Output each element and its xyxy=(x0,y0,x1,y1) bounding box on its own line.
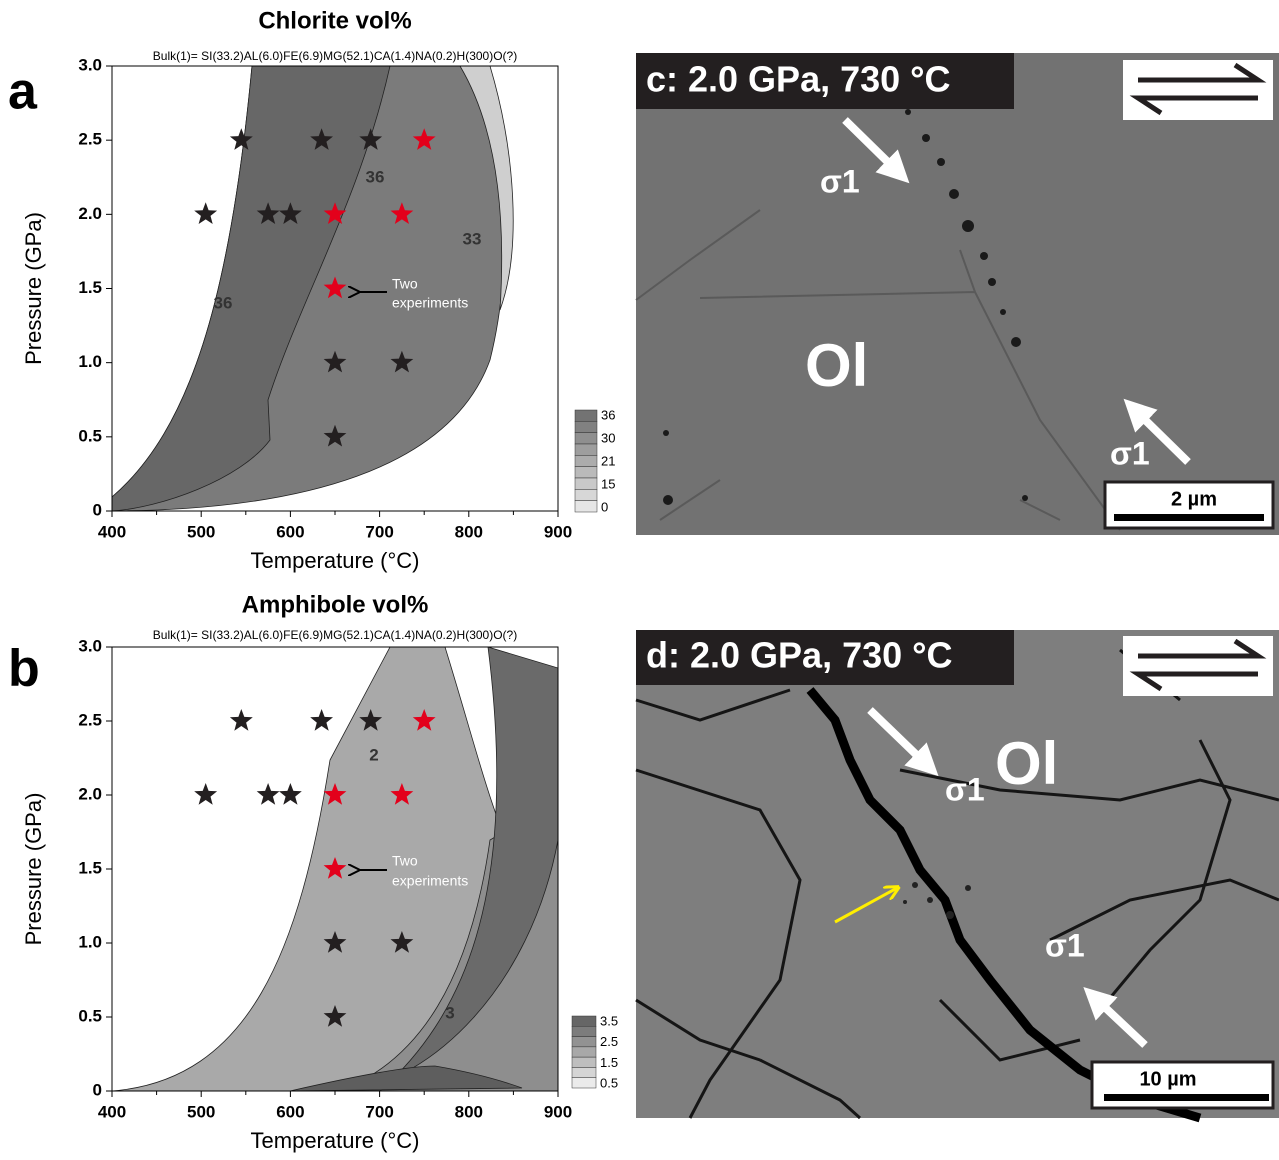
scale-bar-label: 2 µm xyxy=(1171,488,1217,510)
y-tick-label: 3.0 xyxy=(78,55,102,74)
experiment-star xyxy=(310,709,333,731)
chart-title: Chlorite vol% xyxy=(258,7,411,34)
experiment-star xyxy=(194,202,217,224)
panel-letter: a xyxy=(8,63,38,121)
colorbar-swatch xyxy=(575,433,597,444)
annotation: 2 xyxy=(369,745,378,764)
chart-subtitle: Bulk(1)= SI(33.2)AL(6.0)FE(6.9)MG(52.1)C… xyxy=(153,628,517,642)
sem-panel-c: c: 2.0 GPa, 730 °C σ1 σ1 Ol 2 µm xyxy=(636,53,1279,535)
colorbar-swatch xyxy=(572,1057,596,1067)
x-tick-label: 500 xyxy=(187,522,215,541)
colorbar-swatch xyxy=(575,478,597,489)
colorbar-swatch xyxy=(575,467,597,478)
y-tick-label: 3.0 xyxy=(78,636,102,655)
scale-bar-label: 10 µm xyxy=(1139,1068,1196,1090)
annotation: 33 xyxy=(463,229,482,248)
x-tick-label: 900 xyxy=(544,522,572,541)
x-axis-label: Temperature (°C) xyxy=(251,1128,420,1153)
colorbar-label: 0.5 xyxy=(600,1075,618,1090)
experiment-star xyxy=(230,709,253,731)
colorbar-swatch xyxy=(572,1026,596,1036)
colorbar-swatch xyxy=(575,444,597,455)
y-tick-label: 2.5 xyxy=(78,130,102,149)
annotation: Two xyxy=(392,276,418,292)
y-tick-label: 1.5 xyxy=(78,858,102,877)
annotation: 36 xyxy=(366,167,385,186)
colorbar-label: 15 xyxy=(601,476,615,491)
y-tick-label: 1.0 xyxy=(78,352,102,371)
x-tick-label: 600 xyxy=(276,1102,304,1121)
phase-label: Ol xyxy=(805,332,868,399)
x-tick-label: 600 xyxy=(276,522,304,541)
y-tick-label: 0 xyxy=(93,1080,102,1099)
chart: Chlorite vol% Bulk(1)= SI(33.2)AL(6.0)FE(… xyxy=(8,7,615,572)
colorbar-swatch xyxy=(572,1078,596,1088)
phase-label: Ol xyxy=(995,730,1058,797)
panel-label: c: 2.0 GPa, 730 °C xyxy=(646,59,951,100)
y-axis-label: Pressure (GPa) xyxy=(21,793,46,946)
y-tick-label: 0 xyxy=(93,500,102,519)
x-tick-label: 700 xyxy=(365,522,393,541)
sem-panel-d: d: 2.0 GPa, 730 °C σ1 σ1 Ol 10 µm xyxy=(636,630,1279,1118)
colorbar-swatch xyxy=(575,455,597,466)
y-axis-label: Pressure (GPa) xyxy=(21,212,46,365)
colorbar-label: 3.5 xyxy=(600,1013,618,1028)
panel-letter: b xyxy=(8,640,40,698)
y-tick-label: 1.5 xyxy=(78,278,102,297)
x-tick-label: 900 xyxy=(544,1102,572,1121)
colorbar-swatch xyxy=(575,501,597,512)
y-tick-label: 0.5 xyxy=(78,426,102,445)
colorbar-label: 1.5 xyxy=(600,1055,618,1070)
stress-label: σ1 xyxy=(820,163,860,199)
x-tick-label: 400 xyxy=(98,1102,126,1121)
annotation: Two xyxy=(392,853,418,869)
stress-label: σ1 xyxy=(1045,927,1085,963)
chart: Amphibole vol% Bulk(1)= SI(33.2)AL(6.0)FE… xyxy=(8,591,618,1152)
annotation: experiments xyxy=(392,295,468,311)
experiment-star xyxy=(194,783,217,805)
chart-subtitle: Bulk(1)= SI(33.2)AL(6.0)FE(6.9)MG(52.1)C… xyxy=(153,49,517,63)
colorbar-label: 2.5 xyxy=(600,1034,618,1049)
experiment-star xyxy=(257,783,280,805)
annotation: 3 xyxy=(445,1003,454,1022)
colorbar-label: 30 xyxy=(601,430,615,445)
figure: c: 2.0 GPa, 730 °C σ1 σ1 Ol 2 µm d: 2.0 … xyxy=(0,0,1279,1155)
panel-label: d: 2.0 GPa, 730 °C xyxy=(646,635,953,676)
annotation: 36 xyxy=(214,293,233,312)
x-tick-label: 800 xyxy=(455,1102,483,1121)
y-tick-label: 1.0 xyxy=(78,932,102,951)
colorbar-swatch xyxy=(572,1047,596,1057)
colorbar-swatch xyxy=(572,1067,596,1077)
stress-label: σ1 xyxy=(945,771,985,807)
colorbar-swatch xyxy=(575,489,597,500)
annotation: experiments xyxy=(392,873,468,889)
colorbar-swatch xyxy=(572,1016,596,1026)
colorbar-label: 36 xyxy=(601,407,615,422)
x-tick-label: 500 xyxy=(187,1102,215,1121)
colorbar-swatch xyxy=(572,1037,596,1047)
y-tick-label: 2.0 xyxy=(78,784,102,803)
x-tick-label: 800 xyxy=(455,522,483,541)
colorbar-label: 0 xyxy=(601,499,608,514)
experiment-star xyxy=(279,783,302,805)
y-tick-label: 2.0 xyxy=(78,204,102,223)
stress-label: σ1 xyxy=(1110,435,1150,471)
x-tick-label: 700 xyxy=(365,1102,393,1121)
colorbar-swatch xyxy=(575,410,597,421)
y-tick-label: 2.5 xyxy=(78,710,102,729)
y-tick-label: 0.5 xyxy=(78,1006,102,1025)
colorbar-swatch xyxy=(575,421,597,432)
chart-title: Amphibole vol% xyxy=(242,591,429,618)
x-axis-label: Temperature (°C) xyxy=(251,548,420,573)
colorbar-label: 21 xyxy=(601,453,615,468)
x-tick-label: 400 xyxy=(98,522,126,541)
